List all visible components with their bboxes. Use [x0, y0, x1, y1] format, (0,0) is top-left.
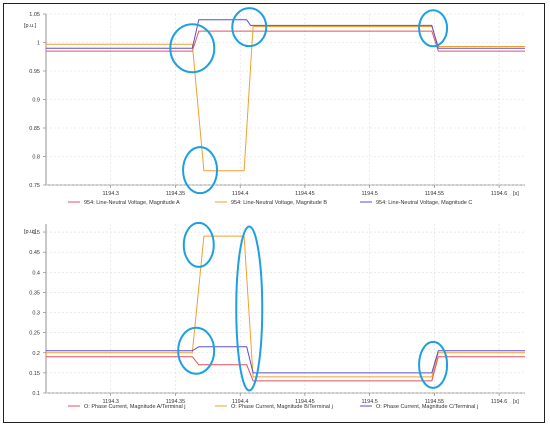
- y-tick-label: 1: [37, 41, 40, 47]
- y-tick-label: 0.15: [29, 371, 40, 377]
- annotation-ellipse: [418, 340, 449, 389]
- x-tick-label: 1194.3: [103, 399, 119, 405]
- x-tick-label: 1194.6: [491, 399, 507, 405]
- series-line-1: [46, 356, 525, 382]
- annotation-ellipse: [169, 23, 216, 74]
- x-tick-label: 1194.6: [491, 191, 507, 197]
- series-line-3: [46, 19, 525, 49]
- chart-2: 0.1 0.15 0.2 0.25 0.3 0.35 0.4 0.45 0.5 1194.3 119…: [24, 221, 525, 410]
- y-tick-label: 0.75: [29, 183, 40, 189]
- legend-entry: O: Phase Current, Magnitude A/Terminal j: [84, 404, 186, 410]
- chart-1: 0.75 0.8 0.85 0.9 0.95 1 1.05 1194.3 1194.35 1194…: [24, 7, 525, 206]
- y-tick-label: 0.35: [29, 290, 40, 296]
- annotation-ellipse: [235, 225, 264, 392]
- y-tick-label: 0.95: [29, 69, 40, 75]
- x-tick-label: 1194.55: [425, 191, 444, 197]
- y-tick-label: 1.05: [29, 12, 40, 18]
- y-tick-label: 0.45: [29, 250, 40, 256]
- x-tick-label: 1194.5: [361, 399, 377, 405]
- x-tick-label: 1194.5: [361, 191, 377, 197]
- x-tick-label: 1194.45: [295, 191, 314, 197]
- y-tick-label: 0.2: [32, 351, 40, 357]
- series-line-2: [46, 235, 525, 378]
- y-tick-label: 0.5: [32, 230, 40, 236]
- legend-entry: 954: Line-Neutral Voltage, Magnitude B: [231, 200, 327, 206]
- y-tick-label: 0.8: [32, 155, 40, 161]
- x-tick-label: 1194.35: [166, 399, 185, 405]
- x-tick-label: 1194.45: [295, 399, 314, 405]
- x-tick-label: 1194.4: [232, 399, 248, 405]
- y-tick-label: 0.4: [32, 270, 40, 276]
- x-tick-label: 1194.55: [425, 399, 444, 405]
- x-tick-label: 1194.35: [166, 191, 185, 197]
- legend-entry: 954: Line-Neutral Voltage, Magnitude C: [376, 200, 472, 206]
- legend-entry: 954: Line-Neutral Voltage, Magnitude A: [84, 200, 180, 206]
- x-unit-label: [s]: [513, 191, 519, 197]
- annotation-ellipse: [182, 146, 219, 195]
- y-tick-label: 0.3: [32, 311, 40, 317]
- y-unit-label: [p.u.]: [24, 229, 37, 235]
- x-tick-label: 1194.4: [232, 191, 248, 197]
- series-line-1: [46, 30, 525, 52]
- legend-entry: O: Phase Current, Magnitude B/Terminal j: [231, 404, 333, 410]
- y-tick-label: 0.1: [32, 391, 40, 397]
- series-line-3: [46, 346, 525, 374]
- y-tick-label: 0.25: [29, 331, 40, 337]
- annotation-ellipse: [418, 9, 449, 48]
- annotation-ellipse: [177, 326, 216, 375]
- annotation-ellipse: [182, 221, 215, 268]
- x-unit-label: [s]: [513, 399, 519, 405]
- x-tick-label: 1194.3: [103, 191, 119, 197]
- y-tick-label: 0.9: [32, 98, 40, 104]
- annotation-ellipse: [231, 7, 268, 48]
- y-tick-label: 0.85: [29, 126, 40, 132]
- y-unit-label: [p.u.]: [24, 23, 37, 29]
- legend-entry: O: Phase Current, Magnitude C/Terminal j: [376, 404, 478, 410]
